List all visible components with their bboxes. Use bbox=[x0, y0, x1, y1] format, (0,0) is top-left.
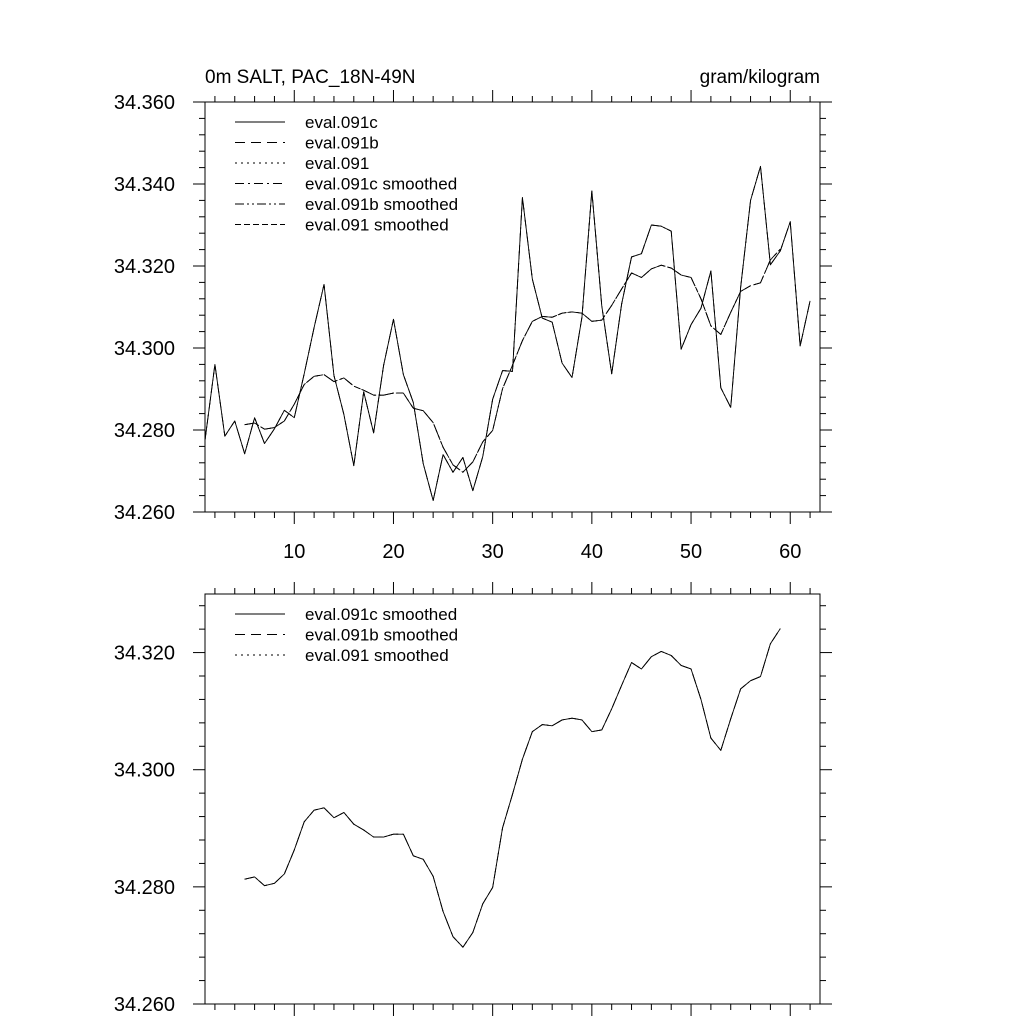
x-tick-label: 50 bbox=[680, 541, 702, 563]
series-group bbox=[204, 165, 811, 501]
y-tick-label: 34.360 bbox=[114, 92, 175, 114]
series-line bbox=[244, 248, 781, 473]
legend: eval.091c smoothed eval.091b smoothedeval… bbox=[235, 605, 458, 665]
legend-label: eval.091b bbox=[305, 134, 379, 153]
panel-2: 34.260 34.280 34.300 34.320 eval.091c smooth… bbox=[114, 582, 832, 1016]
legend-label: eval.091c smoothed bbox=[305, 175, 457, 194]
legend-label: eval.091b smoothed bbox=[305, 195, 458, 214]
y-tick-label: 34.260 bbox=[114, 502, 175, 524]
x-tick-label: 60 bbox=[779, 541, 801, 563]
series-line bbox=[204, 165, 811, 501]
y-tick-label: 34.300 bbox=[114, 338, 175, 360]
x-tick-label: 20 bbox=[382, 541, 404, 563]
y-tick-label: 34.280 bbox=[114, 877, 175, 899]
legend-label: eval.091 bbox=[305, 154, 369, 173]
legend-label: eval.091c smoothed bbox=[305, 605, 457, 624]
series-line bbox=[244, 248, 781, 473]
y-tick-label: 34.320 bbox=[114, 256, 175, 278]
plot-frame bbox=[204, 593, 821, 1005]
series-line bbox=[244, 628, 781, 948]
series-line bbox=[244, 628, 781, 948]
x-tick-label: 30 bbox=[482, 541, 504, 563]
series-group bbox=[244, 628, 781, 948]
panel-1: 34.260 34.280 34.300 34.320 34.340 34.360 10 20… bbox=[114, 67, 832, 563]
y-tick-label: 34.260 bbox=[114, 994, 175, 1016]
plot-frame bbox=[204, 101, 821, 513]
chart-title: 0m SALT, PAC_18N-49N bbox=[205, 67, 416, 88]
y-tick-label: 34.340 bbox=[114, 174, 175, 196]
x-tick-label: 10 bbox=[283, 541, 305, 563]
x-tick-label: 40 bbox=[581, 541, 603, 563]
legend-label: eval.091b smoothed bbox=[305, 626, 458, 645]
y-tick-label: 34.280 bbox=[114, 420, 175, 442]
series-line bbox=[244, 248, 781, 473]
series-line bbox=[244, 628, 781, 948]
units-label: gram/kilogram bbox=[700, 67, 820, 88]
legend-label: eval.091 smoothed bbox=[305, 646, 449, 665]
y-tick-label: 34.320 bbox=[114, 643, 175, 665]
y-tick-label: 34.300 bbox=[114, 760, 175, 782]
legend-label: eval.091 smoothed bbox=[305, 216, 449, 235]
legend-label: eval.091c bbox=[305, 113, 378, 132]
